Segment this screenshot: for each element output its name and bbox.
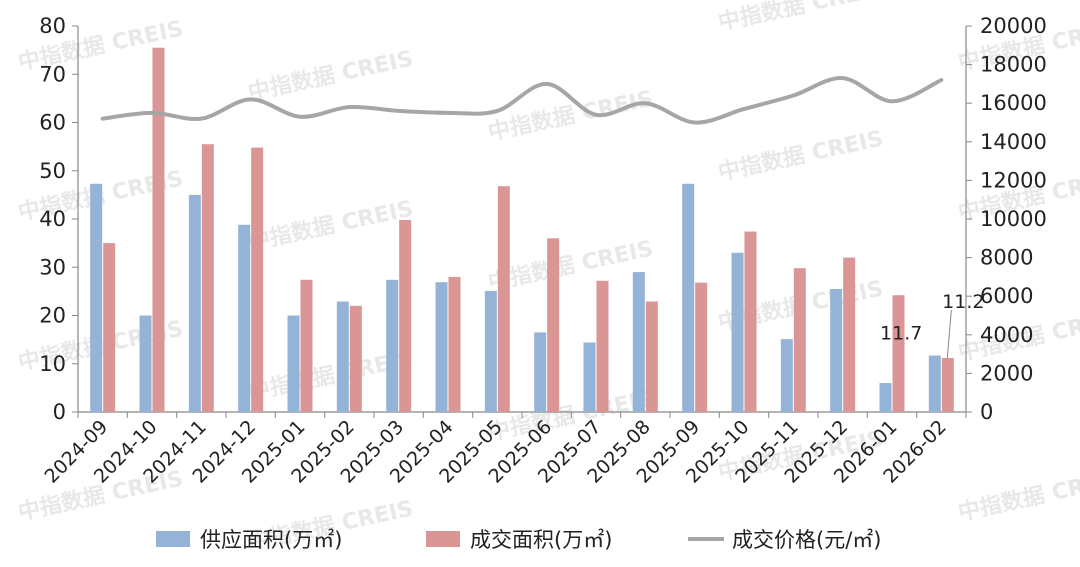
deal-bar	[843, 257, 856, 412]
supply-bar	[139, 315, 152, 412]
left-tick-label: 0	[53, 400, 66, 424]
supply-bar	[287, 315, 300, 412]
deal-bar	[744, 231, 757, 412]
legend-item-deal-label: 成交面积(万㎡)	[470, 528, 612, 552]
right-tick-label: 8000	[980, 246, 1033, 270]
right-tick-label: 10000	[980, 207, 1047, 231]
supply-bar	[336, 301, 349, 412]
supply-bar	[682, 183, 695, 412]
deal-bar	[941, 357, 954, 412]
supply-bar	[583, 342, 596, 412]
left-tick-label: 50	[39, 159, 66, 183]
watermark-text: 中指数据 CREIS	[246, 196, 416, 256]
deal-bar	[399, 219, 412, 412]
legend: 供应面积(万㎡) 成交面积(万㎡) 成交价格(元/㎡)	[156, 528, 881, 552]
left-tick-label: 20	[39, 304, 66, 328]
deal-bar	[695, 282, 708, 412]
deal-bar	[152, 47, 165, 413]
left-tick-label: 10	[39, 352, 66, 376]
annotations: 11.7 11.2	[880, 291, 984, 359]
supply-bar	[435, 282, 448, 412]
right-tick-label: 20000	[980, 14, 1047, 38]
supply-bar	[731, 252, 744, 412]
price-line	[100, 76, 944, 125]
data-label-deal: 11.2	[942, 291, 984, 313]
right-tick-label: 6000	[980, 284, 1033, 308]
supply-bar	[238, 224, 251, 412]
watermark-text: 中指数据 CREIS	[956, 466, 1080, 526]
supply-bar	[386, 279, 399, 412]
left-tick-label: 30	[39, 255, 66, 279]
legend-item-deal-swatch	[426, 531, 460, 547]
left-tick-label: 80	[39, 14, 66, 38]
watermark-text: 中指数据 CREIS	[486, 86, 656, 146]
deal-bar	[201, 144, 214, 412]
watermark-text: 中指数据 CREIS	[246, 46, 416, 106]
data-label-leader	[946, 309, 952, 359]
right-tick-label: 14000	[980, 130, 1047, 154]
supply-bar	[632, 272, 645, 412]
supply-bar	[830, 288, 843, 412]
left-tick-label: 60	[39, 111, 66, 135]
deal-bar	[300, 279, 313, 412]
watermark-text: 中指数据 CREIS	[716, 0, 886, 36]
left-tick-label: 40	[39, 207, 66, 231]
supply-bar	[879, 383, 892, 412]
deal-bar	[251, 147, 264, 412]
deal-bar	[645, 301, 658, 412]
watermark-text: 中指数据 CREIS	[716, 126, 886, 186]
right-tick-label: 2000	[980, 361, 1033, 385]
supply-bar	[780, 339, 793, 412]
deal-bar	[547, 238, 560, 412]
right-tick-label: 4000	[980, 323, 1033, 347]
deal-bar	[892, 295, 905, 412]
price-line-path	[100, 76, 944, 125]
legend-item-supply-swatch	[156, 531, 190, 547]
supply-bar	[90, 183, 103, 412]
deal-bar	[448, 276, 461, 412]
data-label-supply: 11.7	[880, 323, 922, 345]
bars	[90, 47, 954, 413]
right-tick-label: 18000	[980, 53, 1047, 77]
watermark-text: 中指数据 CREIS	[486, 236, 656, 296]
supply-bar	[188, 194, 201, 412]
supply-bar	[534, 332, 547, 412]
deal-bar	[349, 305, 362, 412]
right-tick-label: 12000	[980, 168, 1047, 192]
supply-bar	[928, 355, 941, 412]
deal-bar	[793, 268, 806, 412]
supply-bar	[484, 290, 497, 412]
left-tick-label: 70	[39, 62, 66, 86]
right-tick-label: 16000	[980, 91, 1047, 115]
deal-bar	[103, 243, 116, 412]
deal-bar	[497, 186, 510, 412]
legend-item-supply-label: 供应面积(万㎡)	[200, 528, 342, 552]
right-tick-label: 0	[980, 400, 993, 424]
legend-item-price-label: 成交价格(元/㎡)	[732, 528, 881, 552]
deal-bar	[596, 280, 609, 412]
